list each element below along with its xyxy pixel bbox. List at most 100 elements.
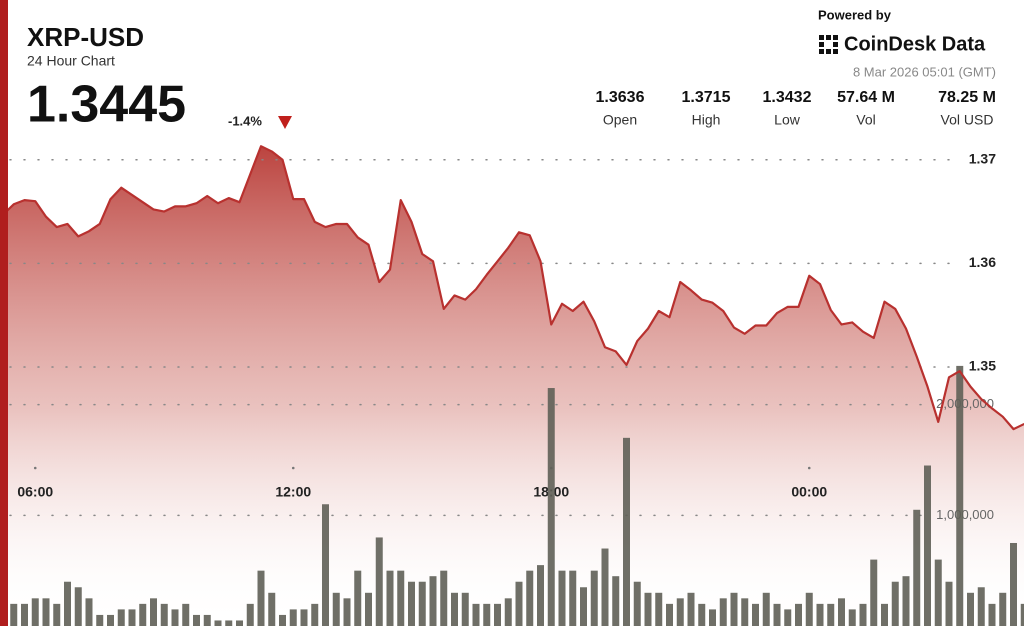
volume-bar [666, 603, 673, 626]
volume-bar [816, 603, 824, 626]
volume-bar [10, 603, 18, 626]
title: XRP-USD [27, 22, 144, 52]
x-tick-label: 12:00 [275, 484, 311, 500]
volume-bar [580, 587, 587, 626]
volume-bar [53, 603, 61, 626]
x-tick-label: 06:00 [17, 484, 53, 500]
volume-bar [214, 620, 222, 626]
accent-bar [0, 0, 8, 626]
volume-bar [967, 592, 974, 626]
volume-bar [623, 437, 630, 626]
volume-bar [117, 609, 125, 626]
volume-bar [827, 603, 835, 626]
volume-bar [322, 504, 329, 626]
volume-bar [741, 598, 749, 626]
volume-bar [225, 620, 233, 626]
volume-bar [429, 576, 437, 626]
volume-bar [160, 603, 168, 626]
volume-bar [42, 598, 50, 626]
volume-bar [182, 603, 190, 626]
volume-bar [590, 570, 598, 626]
volume-bar [891, 581, 899, 626]
volume-bar [547, 388, 555, 626]
volume-bar [526, 570, 534, 626]
volume-bar [902, 576, 910, 626]
stat-label: Open [603, 112, 637, 128]
volume-bar [859, 603, 867, 626]
y2-tick-label: 2,000,000 [936, 396, 994, 411]
volume-bar [870, 559, 878, 626]
volume-bar [461, 592, 469, 626]
volume-bar [139, 603, 147, 626]
volume-bar [515, 581, 523, 626]
volume-bar [203, 614, 211, 626]
volume-bar [881, 603, 888, 626]
volume-bar [730, 592, 738, 626]
volume-bar [31, 598, 39, 626]
powered-by: Powered by [818, 7, 892, 22]
volume-bar [644, 592, 652, 626]
y-tick-label: 1.36 [969, 254, 996, 270]
volume-bar [719, 598, 727, 626]
volume-bar [762, 592, 770, 626]
volume-bar [655, 592, 663, 626]
volume-bar [64, 581, 71, 626]
volume-bar [698, 603, 706, 626]
x-tick-label: 00:00 [791, 484, 827, 500]
x-tick-dot [291, 466, 295, 470]
volume-bar [569, 570, 577, 626]
volume-bar [246, 603, 254, 626]
volume-bar [977, 587, 985, 626]
volume-bar [257, 570, 265, 626]
volume-bar [999, 592, 1007, 626]
volume-bar [268, 592, 276, 626]
volume-bar [171, 609, 179, 626]
volume-bar [440, 570, 448, 626]
volume-bar [838, 598, 845, 626]
volume-bar [85, 598, 93, 626]
volume-bar [354, 570, 362, 626]
volume-bar [472, 603, 480, 626]
volume-bar [96, 614, 104, 626]
volume-bar [773, 603, 781, 626]
volume-bar [128, 609, 136, 626]
brand: CoinDesk Data [844, 33, 986, 55]
volume-bar [236, 620, 243, 626]
stat-label: Vol [856, 112, 875, 128]
stat-label: Vol USD [941, 112, 994, 128]
volume-bar [193, 614, 200, 626]
volume-bar [74, 587, 82, 626]
volume-bar [365, 592, 372, 626]
x-tick-dot [807, 466, 811, 470]
plot-area: 1,000,0002,000,00006:0012:0018:0000:001.… [0, 145, 1024, 626]
volume-bar [633, 581, 641, 626]
volume-bar [805, 592, 813, 626]
volume-bar [924, 465, 931, 626]
volume-bar [332, 592, 340, 626]
x-tick-dot [33, 466, 37, 470]
volume-bar [300, 609, 308, 626]
volume-bar [934, 559, 942, 626]
volume-bar [601, 548, 609, 626]
price-line [2, 145, 1024, 431]
stat-label: High [692, 112, 721, 128]
volume-bar [408, 581, 415, 626]
price-area [3, 146, 1024, 626]
price: 1.3445 [27, 76, 186, 134]
volume-bar [418, 581, 426, 626]
y-tick-label: 1.35 [969, 358, 996, 374]
volume-bar [709, 609, 716, 626]
volume-bar [676, 598, 684, 626]
y2-tick-label: 1,000,000 [936, 507, 994, 522]
volume-bar [956, 365, 964, 626]
volume-bar [311, 603, 319, 626]
volume-bar [279, 614, 286, 626]
stat-label: Low [774, 112, 801, 128]
volume-bar [504, 598, 512, 626]
volume-bar [752, 603, 759, 626]
volume-bar [451, 592, 458, 626]
volume-bar [848, 609, 856, 626]
stat-value: 1.3715 [682, 89, 731, 106]
down-arrow [278, 116, 292, 129]
